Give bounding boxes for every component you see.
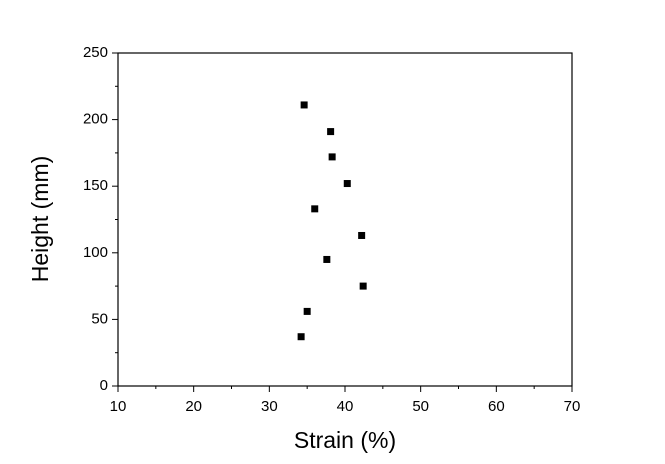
y-tick-label: 100 <box>83 244 108 261</box>
plot-frame <box>117 52 573 387</box>
x-tick-label: 20 <box>185 398 202 415</box>
y-tick-label: 250 <box>83 44 108 61</box>
point <box>328 153 336 161</box>
x-tick-label: 50 <box>412 398 429 415</box>
point <box>327 128 335 136</box>
x-tick-label: 70 <box>564 398 581 415</box>
point <box>323 255 331 263</box>
y-tick-label: 0 <box>100 377 108 394</box>
point <box>297 333 305 341</box>
x-tick-label: 40 <box>337 398 354 415</box>
y-tick-label: 150 <box>83 177 108 194</box>
point <box>359 282 367 290</box>
y-axis-title: Height (mm) <box>27 156 53 283</box>
point <box>303 307 311 315</box>
point <box>311 205 319 213</box>
x-tick-label: 10 <box>110 398 127 415</box>
y-tick-label: 50 <box>91 310 108 327</box>
y-tick-label: 200 <box>83 111 108 128</box>
point <box>343 180 351 188</box>
x-tick-label: 30 <box>261 398 278 415</box>
point <box>300 101 308 109</box>
x-tick-label: 60 <box>488 398 505 415</box>
x-axis-title: Strain (%) <box>294 427 396 453</box>
point <box>358 231 366 239</box>
